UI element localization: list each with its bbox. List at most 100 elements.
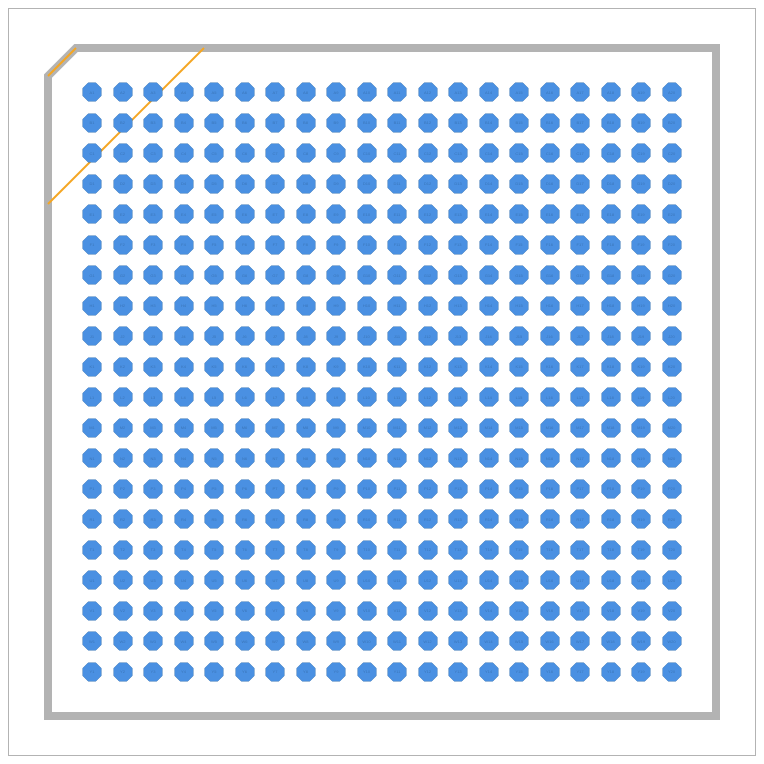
pin-J2: J2 bbox=[113, 326, 133, 346]
pin-Y15: Y15 bbox=[509, 662, 529, 682]
pin-P15: P15 bbox=[509, 479, 529, 499]
pin-K11: K11 bbox=[387, 357, 407, 377]
pin-F10: F10 bbox=[357, 235, 377, 255]
pin-D11: D11 bbox=[387, 174, 407, 194]
pin-G1: G1 bbox=[82, 265, 102, 285]
pin-H17: H17 bbox=[570, 296, 590, 316]
pin-Y14: Y14 bbox=[479, 662, 499, 682]
pin-W13: W13 bbox=[448, 631, 468, 651]
pin-G3: G3 bbox=[143, 265, 163, 285]
pin-P6: P6 bbox=[235, 479, 255, 499]
pin-F8: F8 bbox=[296, 235, 316, 255]
pin-J4: J4 bbox=[174, 326, 194, 346]
pin-W4: W4 bbox=[174, 631, 194, 651]
pin-H10: H10 bbox=[357, 296, 377, 316]
pin-E13: E13 bbox=[448, 204, 468, 224]
pin-N9: N9 bbox=[326, 448, 346, 468]
pin-M3: M3 bbox=[143, 418, 163, 438]
pin-P16: P16 bbox=[540, 479, 560, 499]
pin-F11: F11 bbox=[387, 235, 407, 255]
pin-J5: J5 bbox=[204, 326, 224, 346]
pin-U5: U5 bbox=[204, 570, 224, 590]
pin-K15: K15 bbox=[509, 357, 529, 377]
pin-L17: L17 bbox=[570, 387, 590, 407]
pin-G8: G8 bbox=[296, 265, 316, 285]
pin-L12: L12 bbox=[418, 387, 438, 407]
pin-A18: A18 bbox=[601, 82, 621, 102]
pin-L5: L5 bbox=[204, 387, 224, 407]
pin-T8: T8 bbox=[296, 540, 316, 560]
pin-B10: B10 bbox=[357, 113, 377, 133]
pin-A17: A17 bbox=[570, 82, 590, 102]
pin-N15: N15 bbox=[509, 448, 529, 468]
pin-H16: H16 bbox=[540, 296, 560, 316]
pin-C2: C2 bbox=[113, 143, 133, 163]
pin-C6: C6 bbox=[235, 143, 255, 163]
pin-N11: N11 bbox=[387, 448, 407, 468]
pin-T10: T10 bbox=[357, 540, 377, 560]
pin-M11: M11 bbox=[387, 418, 407, 438]
pin-R11: R11 bbox=[387, 509, 407, 529]
pin-B17: B17 bbox=[570, 113, 590, 133]
pin-V12: V12 bbox=[418, 601, 438, 621]
pin-G4: G4 bbox=[174, 265, 194, 285]
pin-B5: B5 bbox=[204, 113, 224, 133]
pin-A19: A19 bbox=[631, 82, 651, 102]
pin-U10: U10 bbox=[357, 570, 377, 590]
pin-Y8: Y8 bbox=[296, 662, 316, 682]
pin-K16: K16 bbox=[540, 357, 560, 377]
pin-E1: E1 bbox=[82, 204, 102, 224]
pin-C5: C5 bbox=[204, 143, 224, 163]
pin-M10: M10 bbox=[357, 418, 377, 438]
pin-B2: B2 bbox=[113, 113, 133, 133]
pin-K10: K10 bbox=[357, 357, 377, 377]
pin-C19: C19 bbox=[631, 143, 651, 163]
pin-K19: K19 bbox=[631, 357, 651, 377]
pin-H3: H3 bbox=[143, 296, 163, 316]
pin-D20: D20 bbox=[662, 174, 682, 194]
pin-M17: M17 bbox=[570, 418, 590, 438]
pin-G16: G16 bbox=[540, 265, 560, 285]
pin-F12: F12 bbox=[418, 235, 438, 255]
pin-B9: B9 bbox=[326, 113, 346, 133]
pin-P11: P11 bbox=[387, 479, 407, 499]
pin-Y16: Y16 bbox=[540, 662, 560, 682]
pin-D1: D1 bbox=[82, 174, 102, 194]
pin-E5: E5 bbox=[204, 204, 224, 224]
pin-W20: W20 bbox=[662, 631, 682, 651]
pin-B7: B7 bbox=[265, 113, 285, 133]
pin-P4: P4 bbox=[174, 479, 194, 499]
pin-K13: K13 bbox=[448, 357, 468, 377]
pin-M7: M7 bbox=[265, 418, 285, 438]
pin-V1: V1 bbox=[82, 601, 102, 621]
pin-J16: J16 bbox=[540, 326, 560, 346]
pin-E17: E17 bbox=[570, 204, 590, 224]
pin-A11: A11 bbox=[387, 82, 407, 102]
pin-Y12: Y12 bbox=[418, 662, 438, 682]
pin-D10: D10 bbox=[357, 174, 377, 194]
pin-K3: K3 bbox=[143, 357, 163, 377]
pin-H5: H5 bbox=[204, 296, 224, 316]
pin-M12: M12 bbox=[418, 418, 438, 438]
pin-P1: P1 bbox=[82, 479, 102, 499]
pin-Y13: Y13 bbox=[448, 662, 468, 682]
pin-D5: D5 bbox=[204, 174, 224, 194]
pin-T3: T3 bbox=[143, 540, 163, 560]
pin-V7: V7 bbox=[265, 601, 285, 621]
pin-D13: D13 bbox=[448, 174, 468, 194]
pin-K1: K1 bbox=[82, 357, 102, 377]
pin-C15: C15 bbox=[509, 143, 529, 163]
pin-T17: T17 bbox=[570, 540, 590, 560]
pin-G11: G11 bbox=[387, 265, 407, 285]
pin-Y7: Y7 bbox=[265, 662, 285, 682]
pin-E7: E7 bbox=[265, 204, 285, 224]
pin-R16: R16 bbox=[540, 509, 560, 529]
pin-B19: B19 bbox=[631, 113, 651, 133]
pin-P17: P17 bbox=[570, 479, 590, 499]
pin-B20: B20 bbox=[662, 113, 682, 133]
pin-L19: L19 bbox=[631, 387, 651, 407]
pin-H11: H11 bbox=[387, 296, 407, 316]
pin-M20: M20 bbox=[662, 418, 682, 438]
pin-R4: R4 bbox=[174, 509, 194, 529]
pin-J1: J1 bbox=[82, 326, 102, 346]
